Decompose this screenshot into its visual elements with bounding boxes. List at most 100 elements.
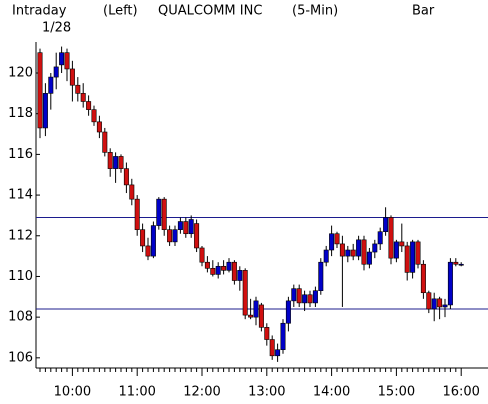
candle-body xyxy=(280,322,286,350)
candle-body xyxy=(285,300,291,324)
candle-body xyxy=(91,109,97,123)
candle-body xyxy=(140,229,146,247)
candle-body xyxy=(458,263,464,266)
candle-body xyxy=(420,263,426,294)
y-tick-label: 114 xyxy=(8,188,33,203)
candle-body xyxy=(383,217,389,232)
candle-body xyxy=(42,93,48,129)
candle-body xyxy=(156,198,162,226)
candle-body xyxy=(177,221,183,230)
date-label: 1/28 xyxy=(42,21,71,36)
candle-body xyxy=(150,225,156,257)
y-tick-label: 120 xyxy=(8,66,33,81)
candle-body xyxy=(188,219,194,235)
candle-body xyxy=(102,131,108,153)
candle-body xyxy=(231,261,237,281)
candle-body xyxy=(356,239,362,257)
candle-body xyxy=(59,52,65,66)
y-tick-label: 106 xyxy=(8,350,33,365)
candle-body xyxy=(312,290,318,304)
candle-body xyxy=(226,261,232,271)
candle-body xyxy=(145,245,151,257)
candle-body xyxy=(447,261,453,306)
candle-body xyxy=(291,288,297,302)
candle-body xyxy=(442,304,448,308)
candle-body xyxy=(339,243,345,257)
candle-body xyxy=(118,156,124,169)
candle-body xyxy=(75,84,81,94)
candle-body xyxy=(167,229,173,243)
x-tick-label: 13:00 xyxy=(248,385,285,400)
x-tick-label: 15:00 xyxy=(378,385,415,400)
x-tick-label: 10:00 xyxy=(54,385,91,400)
y-tick-label: 110 xyxy=(8,269,33,284)
candle-body xyxy=(388,217,394,259)
candle-body xyxy=(410,241,416,273)
candle-body xyxy=(248,314,254,318)
candle-body xyxy=(426,292,432,310)
candle-body xyxy=(134,198,140,230)
header-symbol: QUALCOMM INC xyxy=(158,4,262,19)
candle-body xyxy=(107,152,113,169)
candle-body xyxy=(404,245,410,273)
header-mode: Intraday xyxy=(12,4,67,19)
y-tick-label: 108 xyxy=(8,310,33,325)
candle-body xyxy=(80,93,86,102)
candle-body xyxy=(86,101,92,110)
y-tick-label: 118 xyxy=(8,106,33,121)
candle-body xyxy=(415,241,421,265)
candle-body xyxy=(366,251,372,265)
candle-body xyxy=(253,300,259,318)
candle-body xyxy=(361,239,367,265)
candle-body xyxy=(345,249,351,257)
candle-body xyxy=(172,229,178,243)
candle-body xyxy=(53,66,59,78)
header-style: Bar xyxy=(412,4,435,19)
candle-body xyxy=(69,68,75,86)
candle-body xyxy=(302,294,308,304)
candle-body xyxy=(264,327,270,340)
candle-body xyxy=(96,121,102,133)
candle-body xyxy=(204,261,210,269)
candle-body xyxy=(64,52,70,70)
candle-body xyxy=(242,270,248,316)
candle-body xyxy=(129,184,135,200)
y-tick-label: 112 xyxy=(8,228,33,243)
candle-body xyxy=(350,249,356,257)
x-tick-label: 14:00 xyxy=(313,385,350,400)
candle-body xyxy=(437,298,443,308)
candle-body xyxy=(431,298,437,310)
candle-body xyxy=(453,261,459,265)
candle-body xyxy=(318,261,324,291)
candle-body xyxy=(258,304,264,328)
header-axis: (Left) xyxy=(103,4,138,19)
candle-body xyxy=(123,168,129,186)
candle-body xyxy=(215,265,221,275)
candle-body xyxy=(161,198,167,230)
candle-body xyxy=(237,270,243,281)
candle-body xyxy=(399,241,405,247)
candle-body xyxy=(334,233,340,245)
candle-body xyxy=(377,231,383,245)
y-tick-label: 116 xyxy=(8,147,33,162)
candle-body xyxy=(372,243,378,253)
candle-body xyxy=(393,241,399,259)
candle-body xyxy=(37,52,43,129)
candle-body xyxy=(329,233,335,251)
x-tick-label: 16:00 xyxy=(442,385,479,400)
candle-body xyxy=(296,288,302,304)
candle-body xyxy=(199,247,205,263)
candle-body xyxy=(221,265,227,271)
candle-body xyxy=(323,249,329,263)
candle-body xyxy=(113,156,119,169)
candle-body xyxy=(183,221,189,235)
x-tick-label: 12:00 xyxy=(183,385,220,400)
candle-body xyxy=(275,349,281,357)
candle-body xyxy=(269,339,275,357)
x-tick-label: 11:00 xyxy=(118,385,155,400)
candle-body xyxy=(48,76,54,94)
candle-body xyxy=(307,294,313,304)
header-interval: (5-Min) xyxy=(292,4,338,19)
candle-body xyxy=(210,268,216,275)
